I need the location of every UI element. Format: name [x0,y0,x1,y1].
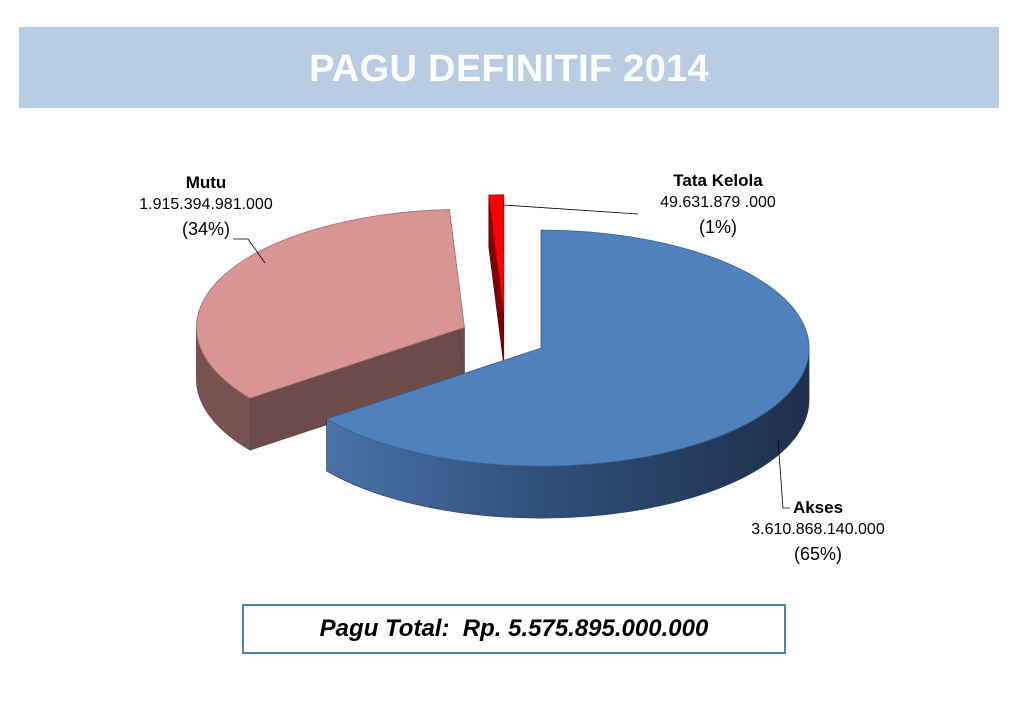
slice-name-mutu: Mutu [185,173,227,192]
pie-slice-akses [325,229,810,519]
pie-slice-mutu [195,209,465,451]
label-tata-kelola: Tata Kelola 49.631.879 .000 (1%) [630,170,806,240]
slice-pct-mutu: (34%) [181,219,230,239]
leader-line-mutu [233,238,266,264]
slice-value-tata-kelola: 49.631.879 .000 [660,194,776,211]
slice-value-mutu: 1.915.394.981.000 [139,196,273,213]
pie-top-akses [325,229,810,467]
page-title: PAGU DEFINITIF 2014 [309,48,709,90]
total-box: Pagu Total: Rp. 5.575.895.000.000 [242,604,786,654]
leader-line-tata-kelola [502,204,639,215]
pie-top-mutu [195,209,465,399]
slice-name-tata-kelola: Tata Kelola [673,171,763,190]
slice-pct-tata-kelola: (1%) [698,217,737,237]
title-banner: PAGU DEFINITIF 2014 [19,27,999,108]
slice-value-akses: 3.610.868.140.000 [751,521,885,538]
leader-line-akses [777,439,790,509]
pie-top-tata-kelola [488,194,505,313]
total-text: Pagu Total: Rp. 5.575.895.000.000 [319,615,709,642]
slice-pct-akses: (65%) [793,544,842,564]
label-akses: Akses 3.610.868.140.000 (65%) [730,497,906,567]
slice-name-akses: Akses [792,498,844,517]
pie-slice-tata-kelola [488,194,505,365]
label-mutu: Mutu 1.915.394.981.000 (34%) [118,172,294,242]
